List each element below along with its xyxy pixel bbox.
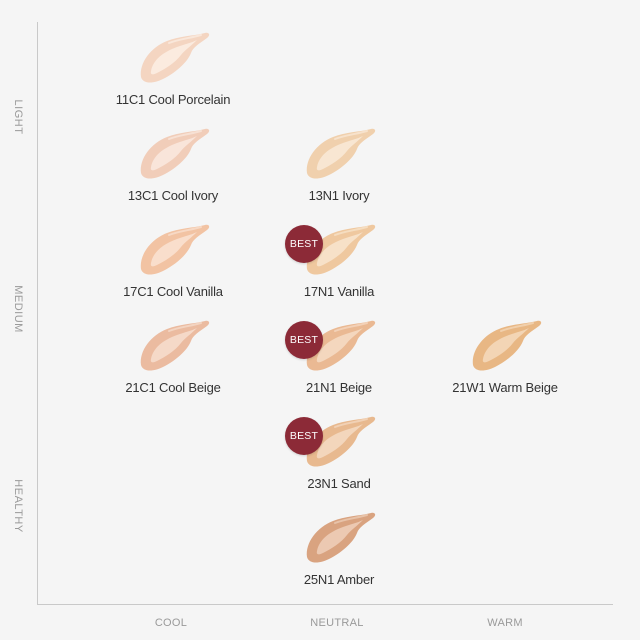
y-axis-line [37,22,38,605]
shade-name: 21W1 Warm Beige [452,380,558,395]
cream-swatch [299,123,379,185]
shade-name: 11C1 Cool Porcelain [115,92,231,107]
shade-17c1[interactable]: 17C1 Cool Vanilla [93,219,253,307]
x-label-neutral: NEUTRAL [310,617,364,629]
shade-13n1[interactable]: 13N1 Ivory [259,123,419,211]
shade-25n1[interactable]: 25N1 Amber [259,507,419,595]
cream-swatch [299,315,379,377]
shade-11c1[interactable]: 11C1 Cool Porcelain [93,27,253,115]
best-badge: BEST [285,321,323,359]
x-label-warm: WARM [487,617,523,629]
cream-swatch [465,315,545,377]
shade-name: 13N1 Ivory [308,188,370,203]
shade-name: 17C1 Cool Vanilla [123,284,223,299]
shade-21n1[interactable]: BEST 21N1 Beige [259,315,419,403]
shade-21c1[interactable]: 21C1 Cool Beige [93,315,253,403]
shade-name: 21N1 Beige [306,380,372,395]
cream-swatch [133,27,213,89]
cream-swatch [133,315,213,377]
shade-23n1[interactable]: BEST 23N1 Sand [259,411,419,499]
cream-swatch [133,219,213,281]
shade-17n1[interactable]: BEST 17N1 Vanilla [259,219,419,307]
shade-13c1[interactable]: 13C1 Cool Ivory [93,123,253,211]
best-badge: BEST [285,225,323,263]
x-axis-line [37,604,613,605]
cream-swatch [299,507,379,569]
shade-name: 25N1 Amber [303,572,375,587]
x-label-cool: COOL [154,617,188,629]
shade-name: 23N1 Sand [307,476,371,491]
shade-21w1[interactable]: 21W1 Warm Beige [425,315,585,403]
cream-swatch [299,219,379,281]
best-badge: BEST [285,417,323,455]
cream-swatch [133,123,213,185]
shade-name: 13C1 Cool Ivory [127,188,219,203]
shade-name: 21C1 Cool Beige [125,380,221,395]
cream-swatch [299,411,379,473]
shade-name: 17N1 Vanilla [303,284,375,299]
